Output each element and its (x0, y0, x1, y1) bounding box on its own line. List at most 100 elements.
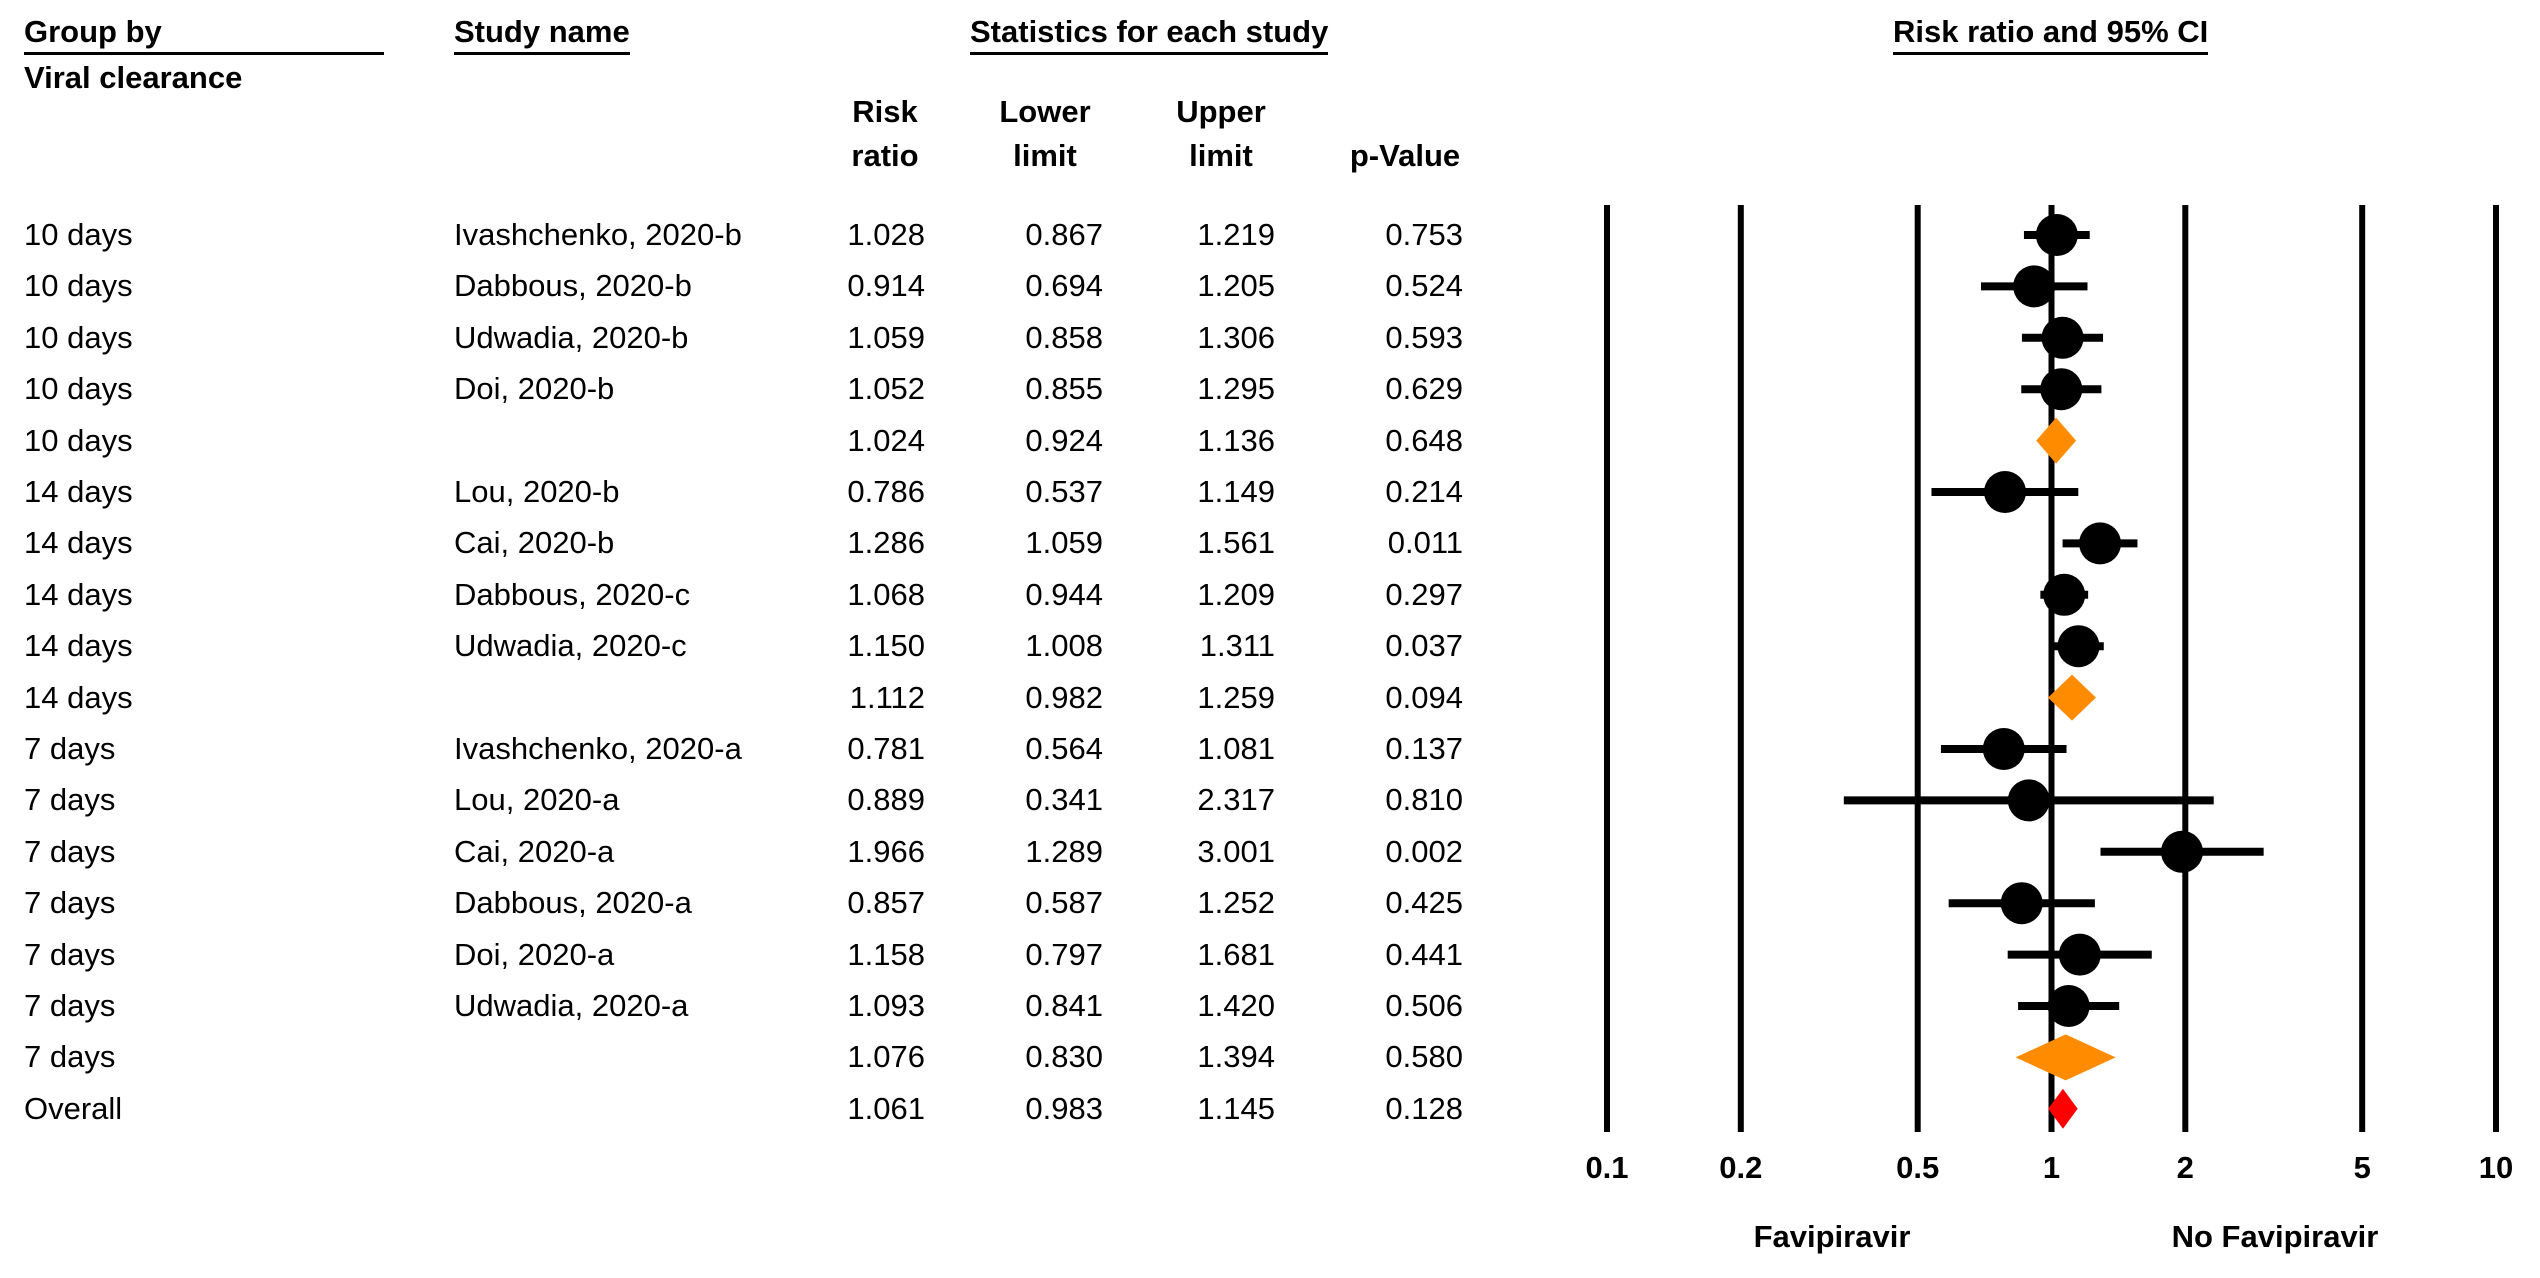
risk-ratio-cell: 1.061 (847, 1090, 925, 1126)
study-name-cell: Lou, 2020-b (454, 474, 620, 509)
upper-limit-cell: 3.001 (1197, 833, 1275, 869)
upper-limit-cell: 2.317 (1197, 782, 1275, 818)
study-name-cell: Udwadia, 2020-a (454, 988, 689, 1023)
group-cell: Overall (24, 1090, 123, 1126)
lower-limit-cell: 0.830 (1025, 1039, 1103, 1075)
group-cell: 10 days (24, 422, 133, 458)
lower-limit-cell: 0.797 (1025, 936, 1103, 972)
group-cell: 7 days (24, 988, 116, 1023)
risk-ratio-cell: 1.052 (847, 371, 925, 407)
upper-limit-cell: 1.420 (1197, 988, 1275, 1023)
study-name-cell: Udwadia, 2020-b (454, 319, 689, 355)
p-value-cell: 0.629 (1385, 371, 1463, 407)
study-name-cell: Doi, 2020-b (454, 371, 615, 407)
risk-ratio-cell: 1.112 (849, 679, 925, 715)
study-name-cell: Dabbous, 2020-b (454, 268, 692, 304)
p-value-cell: 0.753 (1385, 217, 1463, 252)
risk-ratio-cell: 1.286 (847, 525, 925, 561)
plot-title: Risk ratio and 95% CI (1893, 14, 2209, 55)
p-value-cell: 0.297 (1385, 576, 1463, 612)
lower-limit-header: Lower limit (999, 94, 1091, 173)
point-estimate (2043, 573, 2086, 616)
upper-limit-cell: 1.681 (1197, 936, 1275, 972)
lower-limit-cell: 0.587 (1025, 885, 1103, 921)
point-estimate (2058, 933, 2101, 976)
p-value-cell: 0.137 (1385, 731, 1463, 766)
study-name-cell: Doi, 2020-a (454, 936, 615, 972)
point-estimate (2000, 882, 2043, 925)
group-cell: 7 days (24, 885, 116, 921)
lower-limit-cell: 0.694 (1025, 268, 1103, 304)
lower-limit-cell: 0.924 (1025, 422, 1103, 458)
p-value-cell: 0.128 (1385, 1090, 1463, 1126)
statistics-header: Statistics for each study (970, 14, 1329, 55)
x-tick-label: 1 (2043, 1150, 2060, 1185)
point-estimate (2047, 985, 2090, 1027)
risk-ratio-cell: 1.966 (847, 833, 925, 869)
upper-limit-cell: 1.394 (1197, 1039, 1275, 1075)
p-value-cell: 0.441 (1385, 936, 1463, 972)
upper-limit-cell: 1.252 (1197, 885, 1275, 921)
p-value-cell: 0.593 (1385, 319, 1463, 355)
lower-limit-cell: 1.059 (1025, 525, 1103, 561)
lower-limit-cell: 1.289 (1025, 833, 1103, 869)
favipiravir-label: Favipiravir (1754, 1219, 1911, 1254)
risk-ratio-cell: 1.028 (847, 217, 925, 252)
lower-limit-cell: 0.855 (1025, 371, 1103, 407)
x-tick-label: 0.1 (1585, 1150, 1628, 1185)
upper-limit-cell: 1.306 (1197, 319, 1275, 355)
lower-limit-cell: 0.341 (1025, 782, 1103, 818)
x-tick-label: 10 (2479, 1150, 2513, 1185)
risk-ratio-cell: 1.024 (847, 422, 925, 458)
point-estimate (2057, 625, 2100, 668)
study-name-header: Study name (454, 14, 630, 55)
risk-ratio-header: Risk ratio (851, 94, 919, 173)
lower-limit-cell: 0.564 (1025, 731, 1103, 766)
upper-limit-cell: 1.136 (1197, 422, 1275, 458)
group-cell: 14 days (24, 576, 133, 612)
point-estimate (2079, 522, 2122, 565)
group-cell: 7 days (24, 1039, 116, 1075)
group-cell: 7 days (24, 782, 116, 818)
risk-ratio-cell: 1.150 (847, 628, 925, 664)
lower-limit-cell: 1.008 (1025, 628, 1103, 664)
point-estimate (2007, 779, 2050, 822)
group-cell: 10 days (24, 319, 133, 355)
point-estimate (1984, 471, 2027, 513)
p-value-cell: 0.094 (1385, 679, 1463, 715)
group-cell: 10 days (24, 217, 133, 252)
risk-ratio-cell: 1.093 (847, 988, 925, 1023)
risk-ratio-cell: 0.781 (847, 731, 925, 766)
upper-limit-cell: 1.295 (1197, 371, 1275, 407)
upper-limit-cell: 1.209 (1197, 576, 1275, 612)
lower-limit-cell: 0.983 (1025, 1090, 1103, 1126)
risk-ratio-cell: 1.059 (847, 319, 925, 355)
x-tick-label: 0.5 (1896, 1150, 1939, 1185)
p-value-cell: 0.002 (1385, 833, 1463, 869)
group-by-header: Group by (24, 14, 384, 55)
group-cell: 7 days (24, 731, 116, 766)
upper-limit-cell: 1.205 (1197, 268, 1275, 304)
upper-limit-cell: 1.149 (1197, 474, 1275, 509)
upper-limit-header: Upper limit (1176, 94, 1266, 173)
p-value-cell: 0.214 (1385, 474, 1463, 509)
group-by-subheader: Viral clearance (24, 60, 243, 95)
p-value-cell: 0.425 (1385, 885, 1463, 921)
study-name-cell: Cai, 2020-a (454, 833, 615, 869)
p-value-cell: 0.011 (1387, 525, 1463, 561)
group-cell: 10 days (24, 371, 133, 407)
p-value-cell: 0.648 (1385, 422, 1463, 458)
risk-ratio-cell: 0.786 (847, 474, 925, 509)
point-estimate (2040, 368, 2083, 411)
lower-limit-cell: 0.841 (1025, 988, 1103, 1023)
p-value-cell: 0.037 (1385, 628, 1463, 664)
study-name-cell: Dabbous, 2020-c (454, 576, 691, 612)
p-value-cell: 0.580 (1385, 1039, 1463, 1075)
point-estimate (2035, 214, 2078, 256)
point-estimate (2041, 316, 2084, 359)
study-name-cell: Lou, 2020-a (454, 782, 620, 818)
study-name-cell: Udwadia, 2020-c (454, 628, 687, 664)
p-value-cell: 0.524 (1385, 268, 1463, 304)
